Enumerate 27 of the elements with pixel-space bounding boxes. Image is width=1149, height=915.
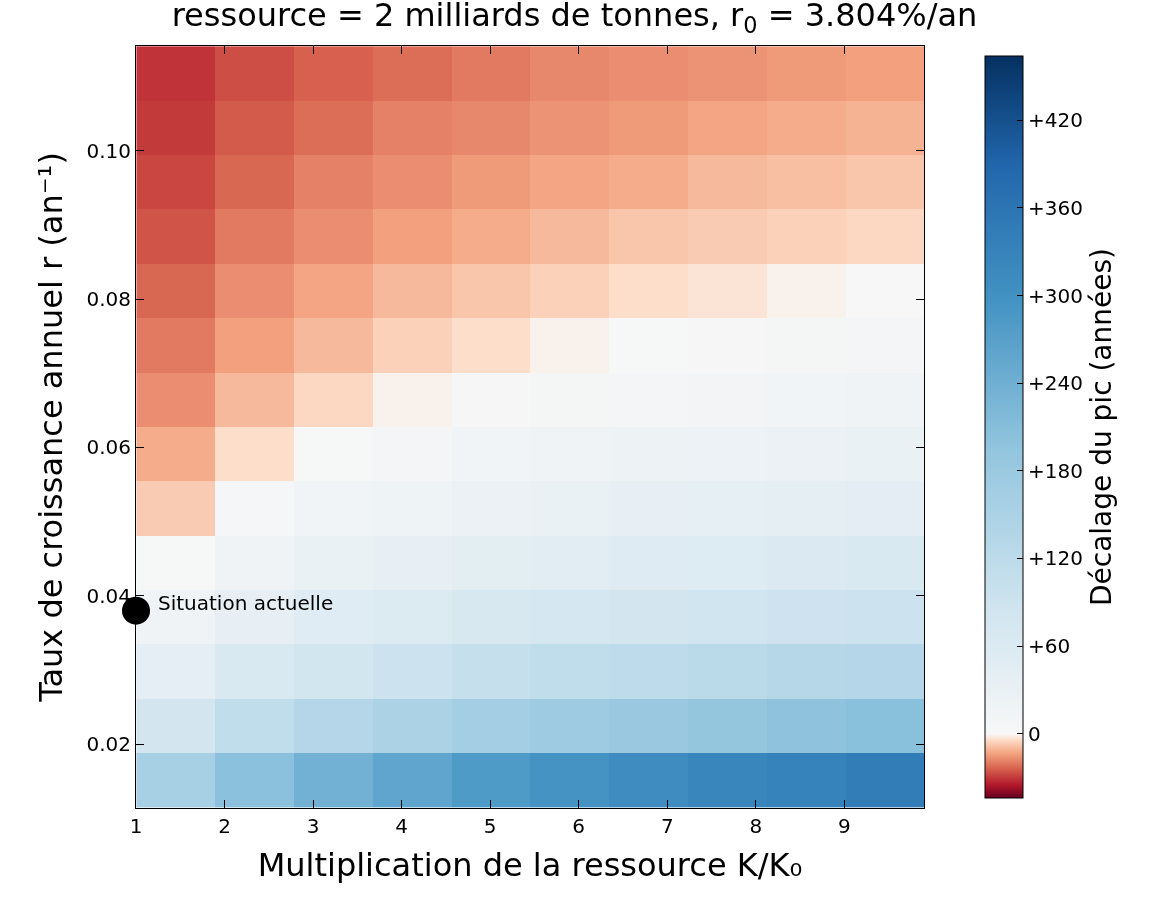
color-bar-label: +120 [1028, 546, 1083, 571]
y-tick-label: 0.02 [86, 732, 131, 757]
color-bar-label: +420 [1028, 108, 1083, 133]
y-axis-title: Taux de croissance annuel r (an⁻¹) [31, 152, 70, 703]
y-tick-label: 0.08 [86, 287, 131, 312]
x-tick-label: 4 [395, 814, 408, 838]
x-tick-label: 2 [218, 814, 231, 838]
y-tick-label: 0.10 [86, 138, 131, 163]
color-bar-label: +60 [1028, 634, 1071, 659]
x-tick-label: 5 [483, 814, 497, 838]
annotation: Situation actuelle [158, 591, 334, 615]
chart-title: ressource = 2 milliards de tonnes, r$_{0}$ = 3.804%/an [171, 0, 978, 39]
color-bar-label: +300 [1028, 283, 1083, 308]
y-tick-label: 0.04 [86, 583, 131, 608]
color-bar-label: +360 [1028, 195, 1083, 220]
color-bar-label: +240 [1028, 371, 1083, 396]
x-tick-label: 8 [749, 814, 763, 838]
x-tick-label: 7 [660, 814, 674, 838]
x-tick-label: 9 [837, 814, 851, 838]
color-bar-label: +180 [1028, 458, 1083, 483]
x-tick-label: 1 [129, 814, 143, 838]
color-bar-label: 0 [1028, 721, 1041, 746]
x-tick-label: 6 [572, 814, 586, 838]
x-axis-title: Multiplication de la ressource K/K₀ [257, 845, 803, 884]
y-tick-label: 0.06 [86, 435, 131, 460]
color-bar-title: Décalage du pic (années) [1084, 248, 1118, 606]
x-tick-label: 3 [306, 814, 320, 838]
